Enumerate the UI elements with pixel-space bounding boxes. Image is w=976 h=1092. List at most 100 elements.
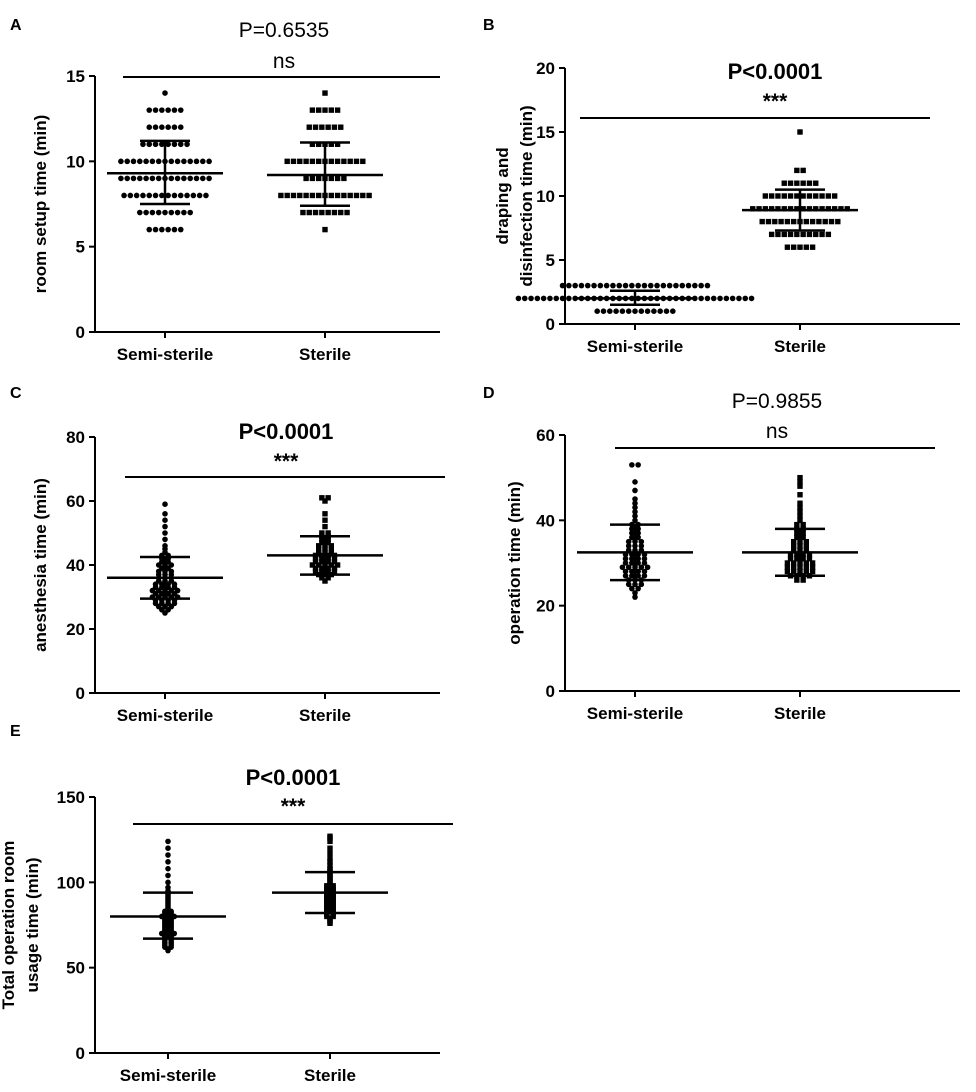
data-point (143, 158, 149, 165)
data-point (312, 555, 319, 562)
panel-c-plot: 0 20 40 60 80 Semi-sterile Sterile anesthesia t… (31, 428, 445, 725)
x-category-label: Semi-sterile (587, 337, 683, 356)
data-point (784, 568, 791, 575)
data-point (778, 218, 784, 225)
data-point (644, 308, 651, 315)
data-point (193, 158, 200, 165)
data-point (319, 565, 325, 571)
x-category-label: Sterile (774, 704, 826, 723)
data-point (165, 872, 171, 879)
data-point (155, 175, 162, 182)
data-point (813, 180, 819, 186)
data-point (309, 192, 316, 199)
data-point (325, 209, 331, 216)
data-point (121, 192, 127, 199)
data-point (155, 158, 162, 165)
data-point (309, 107, 316, 113)
data-point (803, 218, 809, 225)
data-point (632, 487, 638, 494)
data-point (322, 511, 328, 517)
data-point (800, 577, 806, 583)
y-tick-label: 150 (57, 788, 85, 807)
data-point (328, 158, 334, 165)
data-point (566, 282, 572, 289)
data-point (328, 141, 334, 147)
panel-b: B 0 5 10 15 20 Semi-sterile Sterile draping and… (483, 17, 960, 356)
data-point (635, 530, 641, 536)
data-point (729, 295, 736, 302)
data-point (193, 175, 200, 182)
data-point (632, 517, 638, 524)
panel-d-plot: 0 20 40 60 Semi-sterile Sterile operation time… (505, 426, 960, 723)
data-point (692, 282, 698, 289)
data-point (800, 231, 806, 238)
data-point (803, 568, 809, 575)
panel-a-plot: 0 5 10 15 Semi-sterile Sterile room setup time… (31, 67, 440, 364)
data-point (797, 483, 803, 489)
data-point (319, 539, 325, 546)
data-point (825, 231, 832, 238)
data-point (328, 546, 334, 552)
data-point (171, 107, 178, 113)
data-point (341, 175, 347, 182)
data-point (831, 193, 838, 199)
data-point (174, 209, 181, 216)
data-point (334, 141, 341, 147)
data-point (600, 308, 607, 315)
data-point (762, 193, 769, 199)
data-point (819, 193, 825, 199)
data-point (162, 523, 168, 530)
data-point (784, 560, 791, 566)
data-point (632, 479, 638, 485)
data-point (831, 206, 838, 212)
data-point (685, 282, 692, 289)
data-point (341, 192, 347, 199)
data-point (322, 90, 328, 96)
data-point (312, 565, 319, 571)
data-point (797, 513, 803, 519)
data-point (838, 206, 844, 212)
data-point (629, 555, 635, 562)
data-point (704, 295, 711, 302)
data-point (327, 850, 333, 857)
data-point (736, 295, 742, 302)
data-point (781, 180, 787, 186)
data-point (316, 158, 322, 165)
data-point (196, 192, 203, 199)
data-point (800, 530, 806, 536)
x-category-label: Semi-sterile (117, 345, 213, 364)
panel-c-p-value: P<0.0001 (239, 419, 334, 444)
data-point (327, 838, 333, 845)
data-point (632, 581, 638, 588)
data-point (806, 180, 813, 186)
data-point (629, 282, 635, 289)
data-point (794, 167, 800, 174)
data-point (347, 158, 353, 165)
data-point (353, 192, 360, 199)
data-point (316, 549, 322, 555)
data-point (629, 526, 635, 532)
data-point (162, 90, 168, 96)
data-point (638, 543, 645, 549)
data-point (698, 282, 704, 289)
data-point (312, 568, 319, 575)
data-point (171, 124, 178, 130)
data-point (322, 523, 328, 530)
data-point (133, 192, 140, 199)
data-point (515, 295, 522, 302)
data-point (635, 573, 641, 579)
data-point (794, 530, 800, 536)
data-point (152, 124, 159, 130)
data-point (629, 568, 635, 575)
data-point (835, 218, 841, 225)
data-point (177, 107, 184, 113)
data-point (806, 551, 813, 558)
data-point (809, 560, 816, 566)
y-axis-label: usage time (min) (23, 857, 42, 992)
data-point (828, 218, 835, 225)
x-category-label: Semi-sterile (117, 706, 213, 725)
data-point (325, 539, 331, 546)
data-point (143, 209, 149, 216)
data-point (622, 560, 629, 566)
data-point (619, 308, 626, 315)
